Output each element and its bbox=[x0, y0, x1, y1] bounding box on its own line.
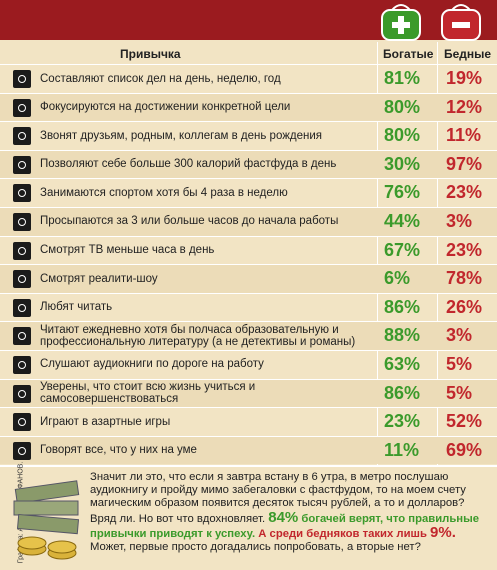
table-row: Смотрят ТВ меньше часа в день 67% 23% bbox=[0, 235, 497, 265]
habit-text: Читают ежедневно хотя бы полчаса образов… bbox=[40, 323, 356, 348]
rich-percent: 76% bbox=[384, 182, 421, 203]
habit-icon bbox=[13, 270, 31, 289]
footer-note: Значит ли это, что если я завтра встану … bbox=[90, 471, 490, 554]
habit-text: Звонят друзьям, родным, коллегам в день … bbox=[40, 129, 323, 142]
column-divider bbox=[437, 42, 438, 465]
table-row: Слушают аудиокниги по дороге на работу 63… bbox=[0, 349, 497, 379]
habit-text: Любят читать bbox=[40, 301, 113, 314]
rich-text: богачей верят, что правильные привычки п… bbox=[90, 512, 480, 540]
top-band bbox=[0, 0, 497, 40]
table-row: Звонят друзьям, родным, коллегам в день … bbox=[0, 121, 497, 150]
table-row: Говорят все, что у них на уме 11% 69% bbox=[0, 435, 497, 465]
habit-icon bbox=[13, 355, 31, 374]
rich-percent: 23% bbox=[384, 411, 421, 432]
habit-text: Просыпаются за 3 или больше часов до нач… bbox=[40, 215, 339, 228]
rich-percent: 80% bbox=[384, 96, 421, 117]
habit-icon bbox=[13, 212, 31, 231]
rich-percent: 84% bbox=[268, 508, 299, 526]
habit-text: Позволяют себе больше 300 калорий фастфу… bbox=[40, 158, 337, 171]
rich-percent: 88% bbox=[384, 325, 421, 346]
table-body: Составляют список дел на день, неделю, г… bbox=[0, 64, 497, 465]
habit-icon bbox=[13, 413, 31, 432]
table-row: Уверены, что стоит всю жизнь учиться и с… bbox=[0, 378, 497, 408]
habit-text: Слушают аудиокниги по дороге на работу bbox=[40, 358, 264, 371]
rich-wallet-icon bbox=[381, 4, 421, 41]
habit-icon bbox=[13, 384, 31, 403]
table-row: Читают ежедневно хотя бы полчаса образов… bbox=[0, 321, 497, 350]
poor-percent: 52% bbox=[446, 411, 483, 432]
habit-icon bbox=[13, 241, 31, 260]
rich-percent: 44% bbox=[384, 210, 421, 231]
table-row: Занимаются спортом хотя бы 4 раза в неде… bbox=[0, 178, 497, 207]
rich-percent: 86% bbox=[384, 296, 421, 317]
rich-header: Богатые bbox=[383, 47, 434, 61]
footer: Графика: Алексей СТЕФАНОВ. Значит ли это… bbox=[0, 462, 497, 570]
poor-percent: 78% bbox=[446, 268, 483, 289]
poor-percent: 23% bbox=[446, 182, 483, 203]
closing-text: Может, первые просто догадались попробов… bbox=[90, 541, 421, 554]
habit-header: Привычка bbox=[120, 47, 181, 61]
habit-icon bbox=[13, 327, 31, 346]
poor-percent: 5% bbox=[446, 353, 473, 374]
poor-percent: 3% bbox=[446, 325, 473, 346]
habit-text: Смотрят реалити-шоу bbox=[40, 272, 158, 285]
habit-text: Смотрят ТВ меньше часа в день bbox=[40, 244, 215, 257]
habit-text: Занимаются спортом хотя бы 4 раза в неде… bbox=[40, 186, 288, 199]
table-row: Составляют список дел на день, неделю, г… bbox=[0, 64, 497, 93]
habit-text: Уверены, что стоит всю жизнь учиться и с… bbox=[40, 381, 256, 406]
rich-percent: 86% bbox=[384, 382, 421, 403]
habit-icon bbox=[13, 98, 31, 117]
habit-icon bbox=[13, 127, 31, 146]
rich-percent: 81% bbox=[384, 68, 421, 88]
habit-text: Фокусируются на достижении конкретной це… bbox=[40, 101, 291, 114]
poor-percent: 9%. bbox=[430, 523, 456, 541]
table-row: Смотрят реалити-шоу 6% 78% bbox=[0, 264, 497, 293]
poor-percent: 5% bbox=[446, 382, 473, 403]
table-row: Фокусируются на достижении конкретной це… bbox=[0, 92, 497, 122]
poor-header: Бедные bbox=[444, 47, 492, 61]
poor-percent: 3% bbox=[446, 210, 473, 231]
rich-percent: 6% bbox=[384, 268, 411, 289]
habit-text: Играют в азартные игры bbox=[40, 415, 171, 428]
habit-icon bbox=[13, 184, 31, 203]
rich-percent: 30% bbox=[384, 153, 421, 174]
poor-percent: 26% bbox=[446, 296, 483, 317]
habit-text: Составляют список дел на день, неделю, г… bbox=[40, 72, 281, 85]
habit-icon bbox=[13, 298, 31, 317]
poor-percent: 69% bbox=[446, 439, 483, 460]
table-row: Позволяют себе больше 300 калорий фастфу… bbox=[0, 149, 497, 179]
rich-percent: 11% bbox=[384, 439, 420, 460]
table-row: Любят читать 86% 26% bbox=[0, 292, 497, 322]
habit-text: Говорят все, что у них на уме bbox=[40, 444, 197, 457]
poor-percent: 19% bbox=[446, 68, 483, 88]
column-divider bbox=[377, 42, 378, 465]
habit-icon bbox=[13, 70, 31, 88]
table-row: Просыпаются за 3 или больше часов до нач… bbox=[0, 206, 497, 236]
poor-percent: 12% bbox=[446, 96, 483, 117]
note-text: Значит ли это, что если я завтра встану … bbox=[90, 471, 466, 525]
rich-percent: 80% bbox=[384, 125, 421, 146]
table-header: Привычка Богатые Бедные bbox=[0, 42, 497, 64]
table-row: Играют в азартные игры 23% 52% bbox=[0, 407, 497, 436]
poor-wallet-icon bbox=[441, 4, 481, 41]
money-illustration bbox=[13, 480, 80, 560]
habit-icon bbox=[13, 155, 31, 174]
poor-percent: 23% bbox=[446, 239, 483, 260]
poor-text: А среди бедняков таких лишь bbox=[258, 527, 427, 540]
rich-percent: 63% bbox=[384, 353, 421, 374]
poor-percent: 97% bbox=[446, 153, 483, 174]
poor-percent: 11% bbox=[446, 125, 482, 146]
habit-icon bbox=[13, 441, 31, 460]
rich-percent: 67% bbox=[384, 239, 421, 260]
